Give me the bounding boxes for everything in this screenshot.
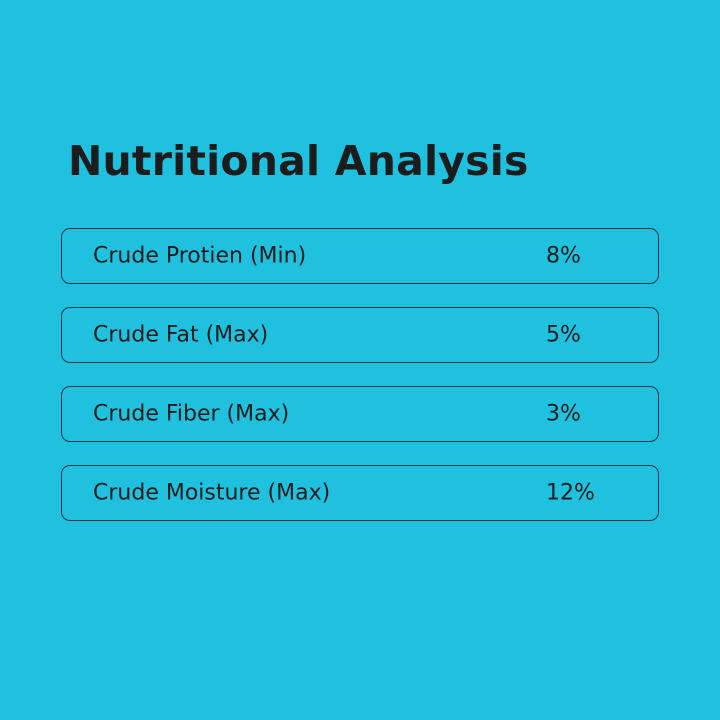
nutrient-value: 8%	[546, 243, 581, 269]
page-title: Nutritional Analysis	[68, 137, 529, 185]
nutrient-label: Crude Fat (Max)	[93, 322, 269, 348]
nutrition-row-protein: Crude Protien (Min) 8%	[61, 228, 659, 284]
nutrition-table: Crude Protien (Min) 8% Crude Fat (Max) 5…	[61, 228, 659, 544]
nutrition-row-moisture: Crude Moisture (Max) 12%	[61, 465, 659, 521]
nutrient-label: Crude Fiber (Max)	[93, 401, 290, 427]
nutrient-value: 3%	[546, 401, 581, 427]
nutrient-label: Crude Moisture (Max)	[93, 480, 331, 506]
nutrition-row-fiber: Crude Fiber (Max) 3%	[61, 386, 659, 442]
nutrient-value: 12%	[546, 480, 595, 506]
nutrient-label: Crude Protien (Min)	[93, 243, 307, 269]
nutrition-row-fat: Crude Fat (Max) 5%	[61, 307, 659, 363]
nutrient-value: 5%	[546, 322, 581, 348]
